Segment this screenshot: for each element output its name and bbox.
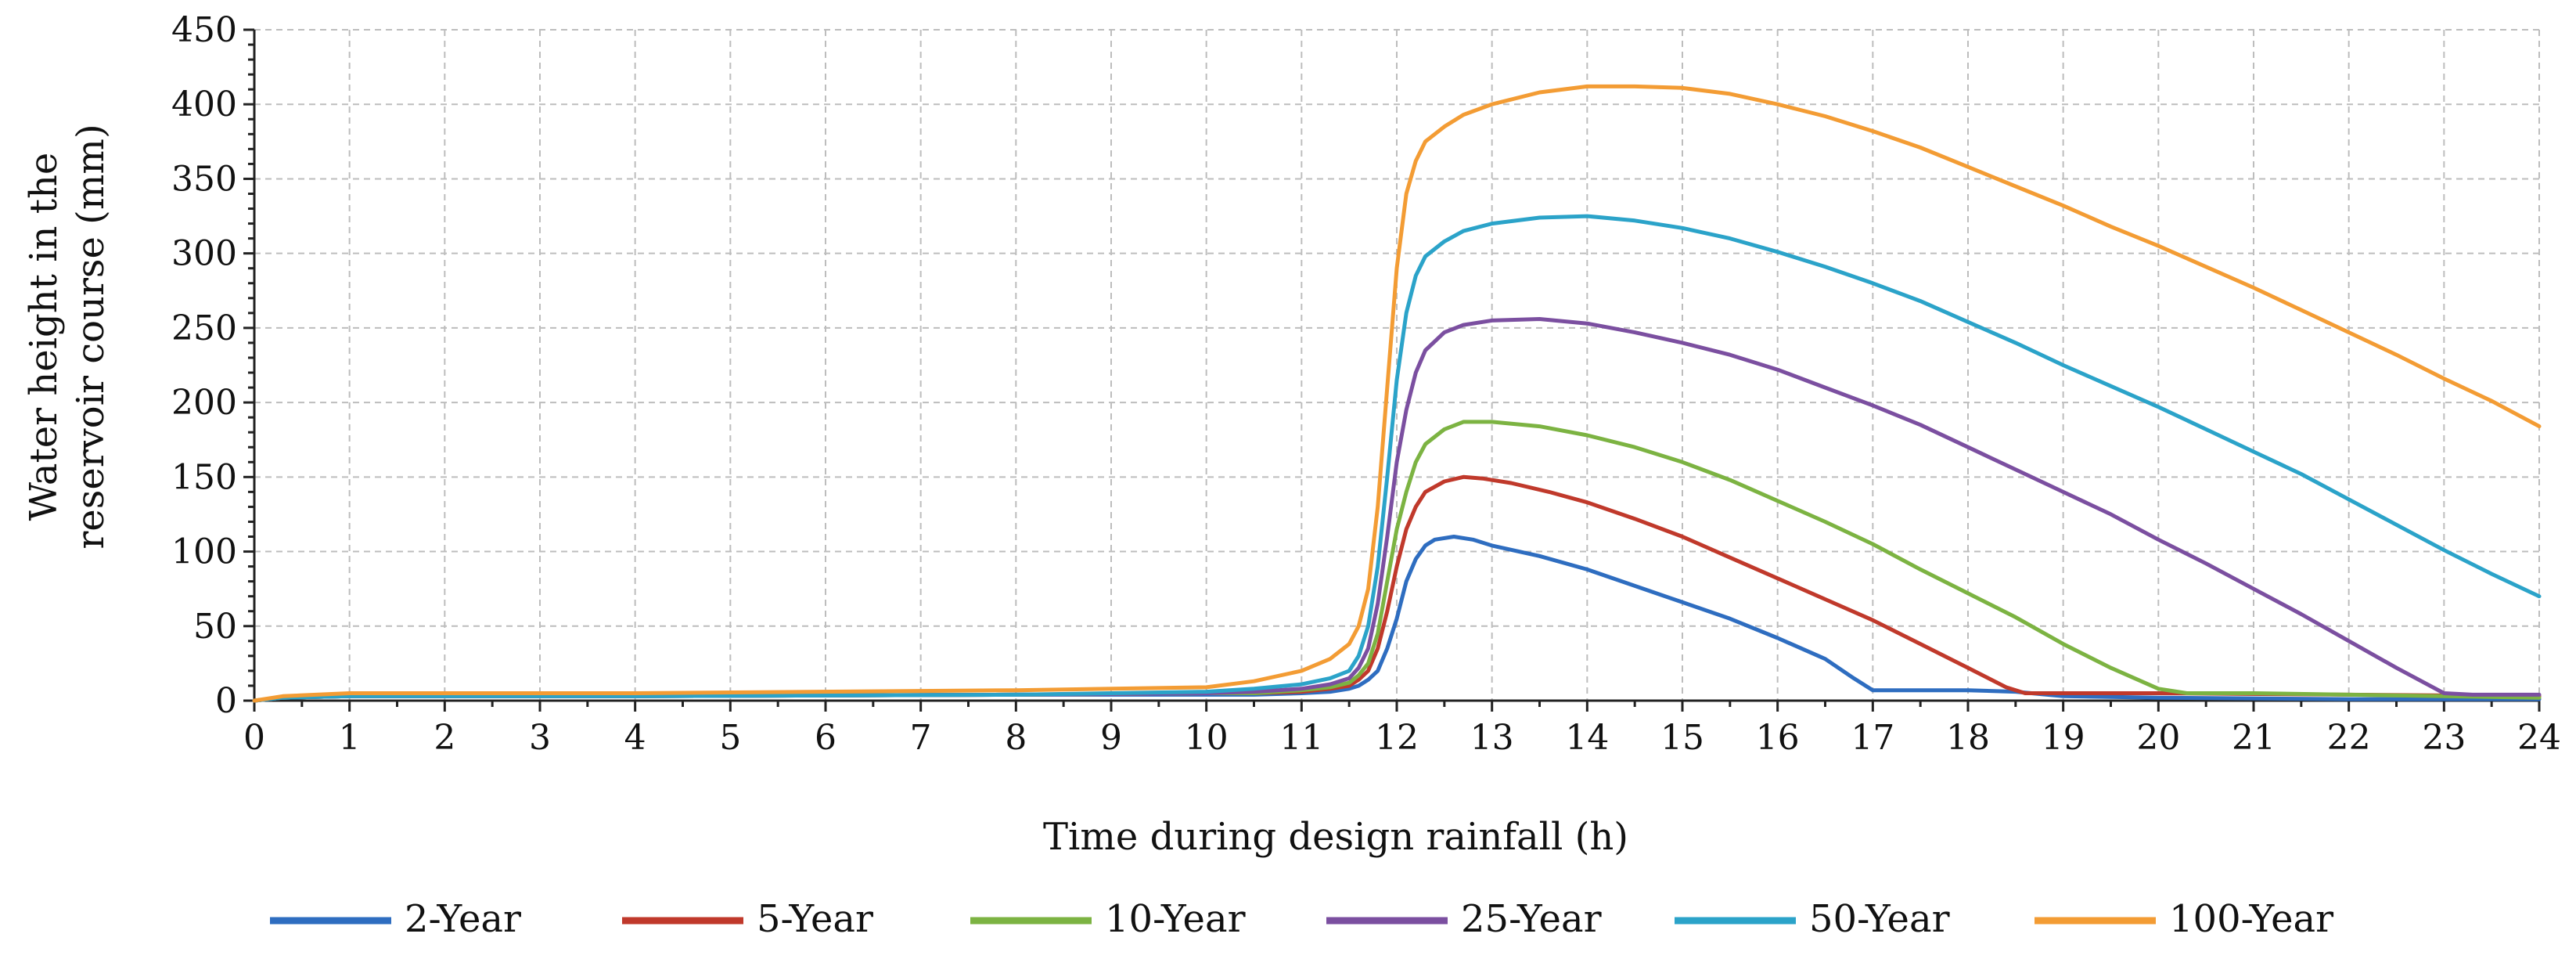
x-tick-label: 21 bbox=[2232, 718, 2276, 758]
x-tick-label: 20 bbox=[2136, 718, 2180, 758]
y-tick-label: 150 bbox=[171, 457, 237, 497]
x-tick-label: 7 bbox=[910, 718, 932, 758]
x-tick-label: 4 bbox=[624, 718, 646, 758]
y-axis-title: Water height in the reservoir course (mm… bbox=[22, 124, 113, 549]
x-tick-label: 14 bbox=[1565, 718, 1609, 758]
x-tick-label: 18 bbox=[1946, 718, 1990, 758]
legend-label-25-year: 25-Year bbox=[1461, 897, 1602, 941]
y-tick-label: 100 bbox=[171, 532, 237, 572]
y-tick-label: 300 bbox=[171, 234, 237, 274]
x-tick-label: 6 bbox=[815, 718, 836, 758]
x-tick-label: 2 bbox=[434, 718, 455, 758]
y-axis-title-line-2: reservoir course (mm) bbox=[69, 124, 113, 549]
y-tick-label: 450 bbox=[171, 10, 237, 50]
series-line-25-year bbox=[252, 317, 2542, 703]
y-tick-label: 200 bbox=[171, 383, 237, 423]
y-tick-label: 400 bbox=[171, 85, 237, 124]
x-tick-label: 9 bbox=[1100, 718, 1122, 758]
series-line-50-year bbox=[252, 214, 2542, 703]
y-tick-label: 350 bbox=[171, 159, 237, 199]
series-line-100-year bbox=[252, 84, 2542, 703]
x-axis-title: Time during design rainfall (h) bbox=[1043, 815, 1628, 859]
legend-label-100-year: 100-Year bbox=[2169, 897, 2333, 941]
x-tick-label: 1 bbox=[339, 718, 361, 758]
x-tick-label: 12 bbox=[1375, 718, 1419, 758]
y-tick-label: 0 bbox=[215, 681, 237, 721]
legend-label-2-year: 2-Year bbox=[405, 897, 521, 941]
x-tick-label: 24 bbox=[2517, 718, 2561, 758]
legend-label-5-year: 5-Year bbox=[757, 897, 873, 941]
legend: 2-Year 5-Year 10-Year 25-Year 50-Year 100-Yea… bbox=[270, 897, 2333, 941]
x-tick-label: 23 bbox=[2422, 718, 2466, 758]
grid-lines bbox=[254, 29, 2540, 701]
x-tick-label: 17 bbox=[1851, 718, 1894, 758]
x-tick-label: 11 bbox=[1279, 718, 1323, 758]
x-tick-label: 16 bbox=[1756, 718, 1800, 758]
legend-label-10-year: 10-Year bbox=[1105, 897, 1246, 941]
tick-labels: 0 1 2 3 4 5 6 7 8 9 10 11 12 13 14 15 16 17 18 19 20 21 22 23 24… bbox=[171, 10, 2561, 758]
y-axis-title-line-1: Water height in the bbox=[22, 153, 66, 521]
y-tick-label: 50 bbox=[193, 607, 237, 647]
data-series bbox=[252, 84, 2542, 703]
axes bbox=[243, 28, 2541, 712]
y-tick-label: 250 bbox=[171, 308, 237, 348]
x-tick-label: 22 bbox=[2327, 718, 2371, 758]
x-tick-label: 3 bbox=[529, 718, 551, 758]
x-tick-label: 5 bbox=[719, 718, 741, 758]
x-tick-label: 8 bbox=[1005, 718, 1027, 758]
x-tick-label: 13 bbox=[1470, 718, 1514, 758]
x-tick-label: 10 bbox=[1185, 718, 1229, 758]
x-tick-label: 0 bbox=[243, 718, 265, 758]
x-tick-label: 19 bbox=[2042, 718, 2085, 758]
legend-label-50-year: 50-Year bbox=[1809, 897, 1950, 941]
x-tick-label: 15 bbox=[1660, 718, 1704, 758]
